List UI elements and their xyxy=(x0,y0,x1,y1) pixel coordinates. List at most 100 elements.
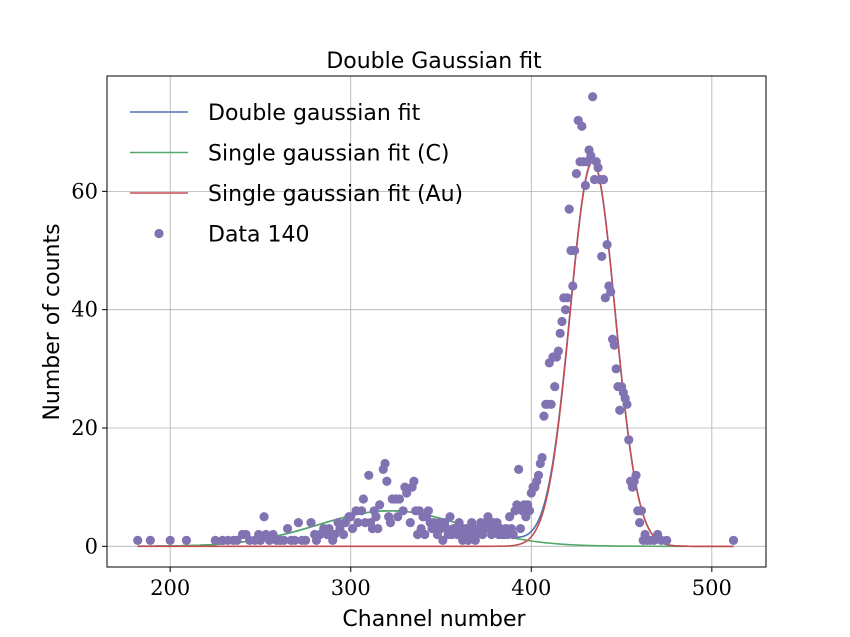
data-point xyxy=(405,518,415,528)
x-axis-label: Channel number xyxy=(342,607,526,632)
data-point xyxy=(606,287,616,297)
data-point xyxy=(282,523,293,534)
data-point xyxy=(371,512,381,522)
data-point xyxy=(445,512,455,522)
data-point xyxy=(602,239,612,250)
data-point xyxy=(597,251,607,262)
data-point xyxy=(380,458,390,469)
data-point xyxy=(624,435,634,445)
data-point xyxy=(557,316,567,327)
data-point xyxy=(505,512,515,522)
data-point xyxy=(145,535,155,545)
data-point xyxy=(533,470,544,480)
data-point xyxy=(600,293,610,303)
data-point xyxy=(609,340,619,350)
data-point xyxy=(546,399,556,409)
data-point xyxy=(636,506,647,516)
data-point xyxy=(539,411,549,421)
data-point xyxy=(373,523,383,534)
y-tick-label: 20 xyxy=(71,416,98,440)
y-tick-label: 40 xyxy=(71,298,98,322)
chart-title: Double Gaussian fit xyxy=(326,49,542,74)
data-point xyxy=(393,512,403,522)
y-tick-label: 60 xyxy=(71,179,98,203)
data-points xyxy=(133,92,739,545)
data-point xyxy=(382,476,392,486)
data-point xyxy=(553,346,563,356)
data-point xyxy=(420,529,430,540)
data-point xyxy=(423,506,433,516)
data-point xyxy=(560,305,571,315)
data-point xyxy=(615,405,625,415)
data-point xyxy=(662,535,672,545)
data-point xyxy=(353,518,363,528)
data-point xyxy=(555,328,565,338)
data-point xyxy=(564,204,574,214)
data-point xyxy=(394,494,405,504)
legend-swatch-data xyxy=(154,228,164,239)
data-point xyxy=(622,399,632,409)
data-point xyxy=(324,523,334,534)
data-point xyxy=(537,452,547,463)
data-point xyxy=(409,476,419,486)
data-point xyxy=(290,535,300,545)
data-point xyxy=(635,518,645,528)
data-point xyxy=(346,512,356,522)
data-point xyxy=(508,529,518,540)
data-point xyxy=(356,506,367,516)
legend-label-data: Data 140 xyxy=(208,223,310,248)
data-point xyxy=(611,364,621,374)
data-point xyxy=(550,381,560,392)
data-point xyxy=(293,518,303,528)
data-point xyxy=(306,518,316,528)
data-point xyxy=(232,535,242,545)
data-point xyxy=(329,529,340,540)
data-point xyxy=(728,535,739,545)
data-point xyxy=(631,470,641,480)
y-tick-label: 0 xyxy=(85,534,98,558)
legend: Double gaussian fit Single gaussian fit (… xyxy=(130,101,463,248)
data-point xyxy=(210,535,220,545)
data-point xyxy=(588,92,598,102)
data-point xyxy=(524,506,535,516)
data-point xyxy=(347,523,358,534)
legend-label-carbon: Single gaussian fit (C) xyxy=(208,142,449,167)
x-tick-label: 300 xyxy=(331,576,371,600)
data-point xyxy=(438,535,448,545)
axis-ticks: 200 300 400 500 0 20 40 60 xyxy=(71,179,732,600)
data-point xyxy=(586,151,596,161)
y-axis-label: Number of counts xyxy=(40,223,65,420)
data-point xyxy=(512,500,522,510)
data-point xyxy=(259,512,269,522)
plot-area-frame xyxy=(106,75,767,568)
x-tick-label: 200 xyxy=(150,576,190,600)
data-point xyxy=(279,535,289,545)
data-point xyxy=(577,121,587,131)
data-point xyxy=(255,535,266,545)
x-tick-label: 500 xyxy=(692,576,732,600)
data-point xyxy=(568,281,578,291)
data-point xyxy=(364,470,374,480)
data-point xyxy=(385,518,396,528)
data-point xyxy=(402,488,412,498)
data-point xyxy=(181,535,192,545)
data-point xyxy=(301,535,311,545)
data-point xyxy=(338,529,349,540)
data-point xyxy=(598,174,609,185)
data-point xyxy=(570,245,580,256)
data-point xyxy=(133,535,143,545)
data-point xyxy=(375,500,385,510)
data-point xyxy=(515,523,526,534)
data-point xyxy=(483,512,493,522)
data-point xyxy=(571,169,582,179)
data-point xyxy=(580,180,591,191)
data-point xyxy=(398,506,408,516)
legend-label-double: Double gaussian fit xyxy=(208,101,421,126)
data-point xyxy=(165,535,175,545)
legend-label-gold: Single gaussian fit (Au) xyxy=(208,182,463,207)
data-point xyxy=(358,494,368,504)
data-point xyxy=(593,163,603,173)
x-tick-label: 400 xyxy=(511,576,551,600)
